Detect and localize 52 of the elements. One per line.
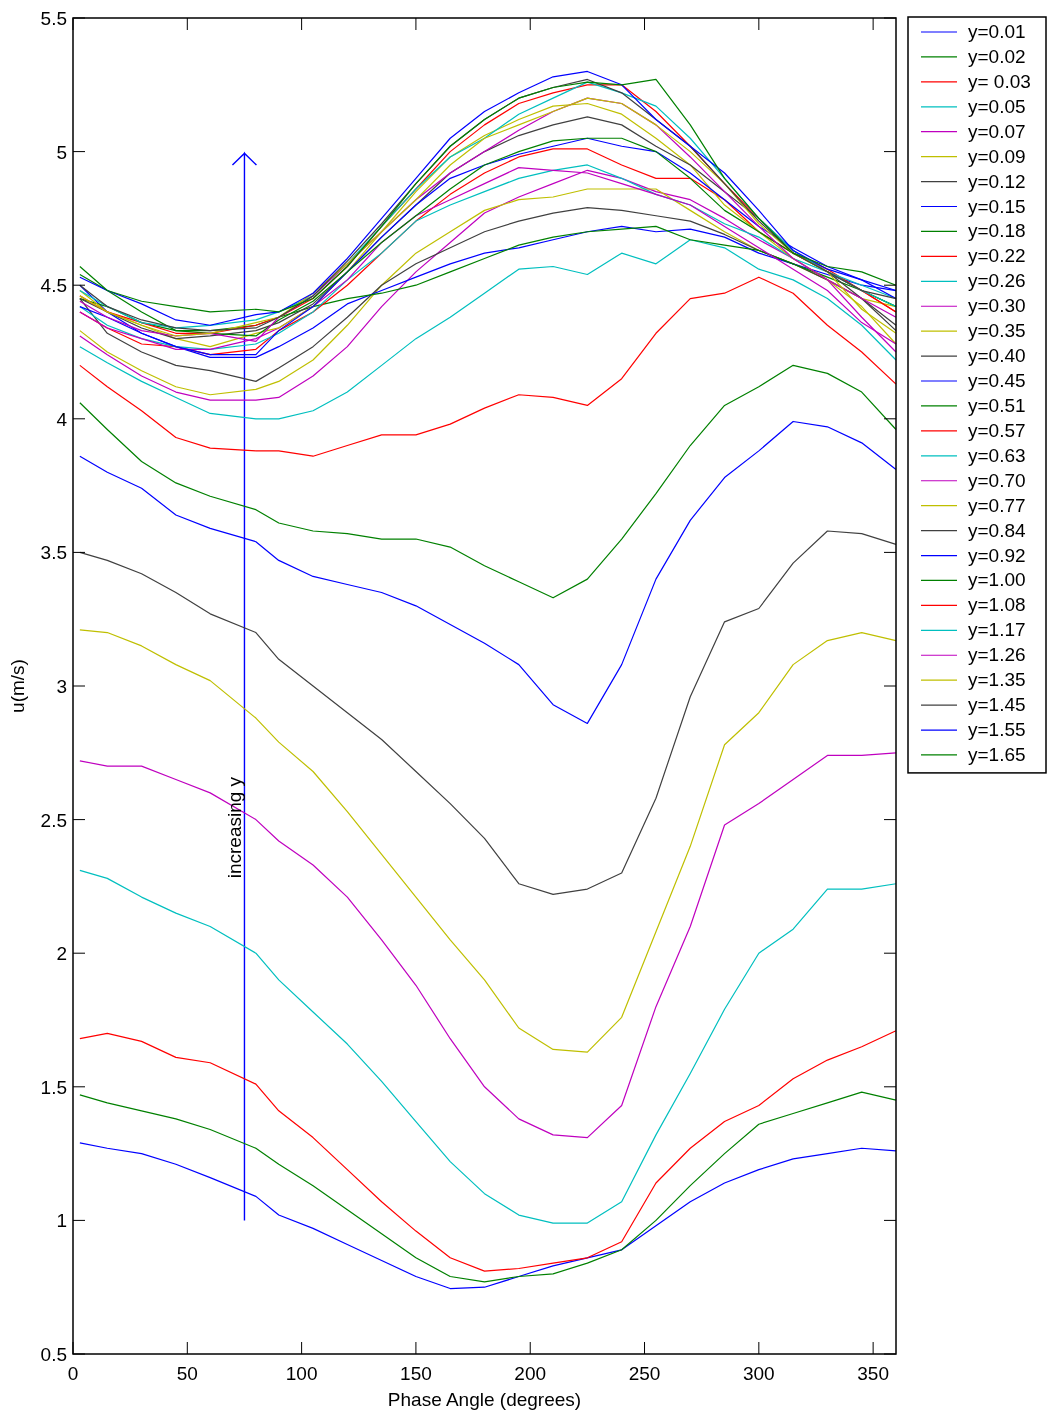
legend-label: y=0.01 — [968, 21, 1026, 42]
legend-label: y=1.35 — [968, 669, 1026, 691]
legend-label: y=0.26 — [968, 270, 1026, 292]
legend-label: y=1.26 — [968, 644, 1026, 666]
legend-label: y=0.30 — [968, 295, 1026, 317]
legend-label: y=0.63 — [968, 444, 1026, 466]
legend-label: y=0.07 — [968, 120, 1026, 142]
legend-label: y=1.55 — [968, 719, 1026, 741]
y-tick-label: 4.5 — [40, 275, 67, 297]
legend-label: y=0.57 — [968, 419, 1026, 441]
legend-label: y=0.05 — [968, 95, 1026, 117]
legend-label: y=1.45 — [968, 694, 1026, 716]
y-axis-title: u(m/s) — [7, 659, 28, 713]
legend-label: y=1.00 — [968, 569, 1026, 591]
legend-label: y= 0.03 — [968, 70, 1031, 92]
y-tick-label: 3 — [56, 676, 67, 697]
x-tick-label: 250 — [628, 1363, 661, 1384]
x-tick-label: 350 — [857, 1363, 889, 1384]
x-tick-label: 200 — [514, 1363, 547, 1384]
legend-label: y=0.35 — [968, 320, 1026, 342]
y-tick-label: 4 — [56, 408, 68, 430]
y-tick-label: 3.5 — [40, 542, 67, 564]
legend-label: y=0.84 — [968, 519, 1027, 541]
legend-label: y=1.17 — [968, 619, 1026, 641]
y-tick-label: 1 — [56, 1210, 67, 1232]
annotation: increasing y — [224, 776, 246, 879]
legend-label: y=0.45 — [968, 370, 1026, 392]
legend-label: y=0.15 — [968, 195, 1026, 217]
y-tick-label: 2.5 — [40, 809, 67, 831]
legend-label: y=0.09 — [968, 145, 1026, 167]
legend-label: y=0.40 — [968, 345, 1026, 367]
x-tick-label: 300 — [742, 1363, 775, 1384]
y-tick-label: 5 — [56, 141, 67, 163]
x-tick-label: 50 — [176, 1363, 198, 1384]
legend-label: y=0.77 — [968, 494, 1026, 516]
legend-label: y=0.12 — [968, 170, 1026, 192]
legend-label: y=0.92 — [968, 544, 1026, 566]
legend-label: y=0.22 — [968, 245, 1026, 267]
x-tick-label: 150 — [400, 1363, 432, 1384]
legend-label: y=0.18 — [968, 220, 1026, 242]
x-axis-title: Phase Angle (degrees) — [387, 1389, 582, 1410]
legend-label: y=1.08 — [968, 594, 1026, 616]
y-tick-label: 2 — [56, 943, 67, 965]
legend-label: y=0.70 — [968, 469, 1026, 491]
x-tick-label: 0 — [67, 1363, 79, 1384]
y-tick-label: 5.5 — [40, 8, 67, 29]
legend-label: y=1.65 — [968, 743, 1026, 765]
legend-label: y=0.51 — [968, 394, 1026, 416]
y-tick-label: 0.5 — [40, 1344, 67, 1365]
y-tick-label: 1.5 — [40, 1076, 67, 1098]
x-tick-label: 100 — [285, 1363, 318, 1384]
legend-label: y=0.02 — [968, 45, 1026, 67]
